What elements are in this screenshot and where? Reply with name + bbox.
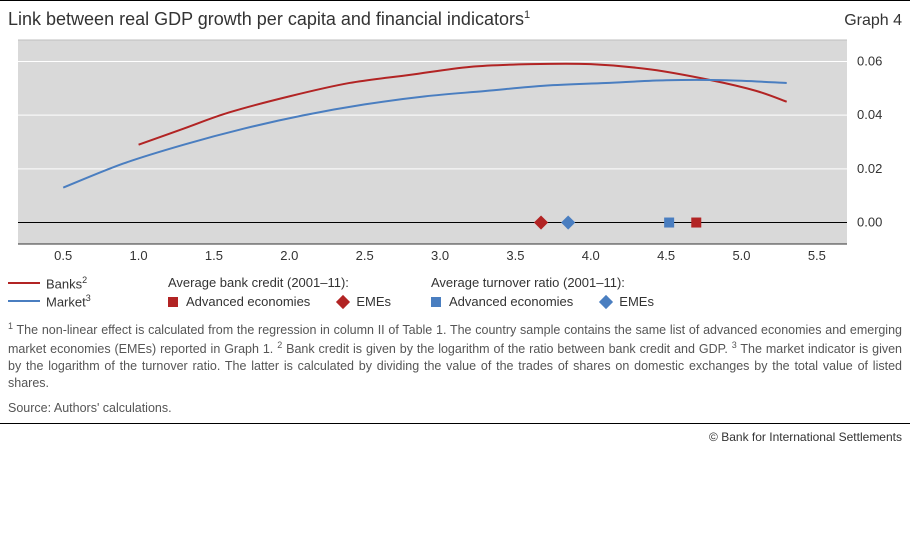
title-sup: 1	[524, 9, 530, 21]
svg-text:3.0: 3.0	[431, 248, 449, 263]
svg-text:0.04: 0.04	[857, 107, 882, 122]
graph-number: Graph 4	[844, 12, 902, 30]
chart-svg: 0.00 0.02 0.04 0.06 0.5 1.0 1.5 2.0 2.5 3.0 3.5 4.0…	[8, 36, 902, 266]
footnotes: 1 The non-linear effect is calculated fr…	[0, 310, 910, 396]
legend-swatch	[8, 282, 40, 284]
legend-marker-item: Advanced economies	[431, 294, 573, 309]
svg-text:5.5: 5.5	[808, 248, 826, 263]
legend-label: Market3	[46, 293, 91, 309]
legend-line-item: Banks2	[8, 275, 128, 291]
source-line: Source: Authors' calculations.	[0, 395, 910, 423]
svg-text:0.00: 0.00	[857, 215, 882, 230]
diamond-icon	[599, 294, 613, 308]
legend-marker-label: Advanced economies	[449, 294, 573, 309]
square-icon	[431, 297, 441, 307]
diamond-icon	[336, 294, 350, 308]
header: Link between real GDP growth per capita …	[0, 1, 910, 36]
page-title: Link between real GDP growth per capita …	[8, 9, 530, 30]
legend-marker-item: EMEs	[338, 294, 391, 309]
legend-group-title: Average turnover ratio (2001–11):	[431, 275, 654, 290]
svg-text:1.5: 1.5	[205, 248, 223, 263]
legend-marker-col: Average turnover ratio (2001–11): Advance…	[431, 275, 654, 309]
legend-group-title: Average bank credit (2001–11):	[168, 275, 391, 290]
legend-marker-label: EMEs	[356, 294, 391, 309]
legend-marker-groups: Average bank credit (2001–11): Advanced e…	[168, 275, 902, 309]
legend-marker-row: Advanced economies EMEs	[431, 294, 654, 309]
marker-square	[664, 218, 674, 228]
svg-text:0.06: 0.06	[857, 53, 882, 68]
fn2: Bank credit is given by the logarithm of…	[282, 342, 732, 356]
legend-label: Banks2	[46, 275, 87, 291]
legend-marker-row: Advanced economies EMEs	[168, 294, 391, 309]
legend: Banks2 Market3 Average bank credit (2001–…	[0, 271, 910, 310]
copyright: © Bank for International Settlements	[0, 424, 910, 444]
legend-marker-label: Advanced economies	[186, 294, 310, 309]
svg-text:5.0: 5.0	[732, 248, 750, 263]
legend-lines: Banks2 Market3	[8, 275, 128, 310]
title-text: Link between real GDP growth per capita …	[8, 9, 524, 29]
svg-text:3.5: 3.5	[506, 248, 524, 263]
square-icon	[168, 297, 178, 307]
marker-square	[691, 218, 701, 228]
svg-text:2.5: 2.5	[356, 248, 374, 263]
svg-text:4.0: 4.0	[582, 248, 600, 263]
svg-text:1.0: 1.0	[130, 248, 148, 263]
graph-container: Link between real GDP growth per capita …	[0, 0, 910, 424]
svg-text:4.5: 4.5	[657, 248, 675, 263]
legend-marker-item: Advanced economies	[168, 294, 310, 309]
legend-line-item: Market3	[8, 293, 128, 309]
svg-text:2.0: 2.0	[280, 248, 298, 263]
legend-marker-label: EMEs	[619, 294, 654, 309]
chart-area: 0.00 0.02 0.04 0.06 0.5 1.0 1.5 2.0 2.5 3.0 3.5 4.0…	[0, 36, 910, 271]
svg-text:0.5: 0.5	[54, 248, 72, 263]
legend-marker-item: EMEs	[601, 294, 654, 309]
legend-swatch	[8, 300, 40, 302]
svg-text:0.02: 0.02	[857, 161, 882, 176]
legend-marker-col: Average bank credit (2001–11): Advanced e…	[168, 275, 391, 309]
